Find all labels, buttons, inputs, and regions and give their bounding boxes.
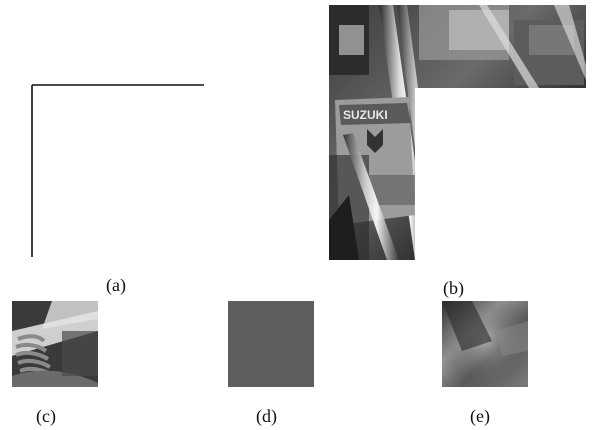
patch-image-e xyxy=(442,301,528,387)
mask-outline xyxy=(31,84,204,257)
panel-a-mask xyxy=(28,82,208,262)
panel-d-flat-patch xyxy=(228,301,314,387)
caption-c: (c) xyxy=(36,406,56,426)
masked-motorcycle-image: SUZUKI xyxy=(329,5,586,260)
caption-a: (a) xyxy=(106,275,126,295)
caption-e: (e) xyxy=(470,406,490,426)
caption-d: (d) xyxy=(256,406,277,426)
panel-b-masked-image: SUZUKI xyxy=(329,5,586,260)
caption-b: (b) xyxy=(443,278,464,298)
panel-c-patch xyxy=(12,301,98,387)
patch-image-c xyxy=(12,301,98,387)
panel-e-blurred-patch xyxy=(442,301,528,387)
suzuki-logo-text: SUZUKI xyxy=(343,108,388,122)
